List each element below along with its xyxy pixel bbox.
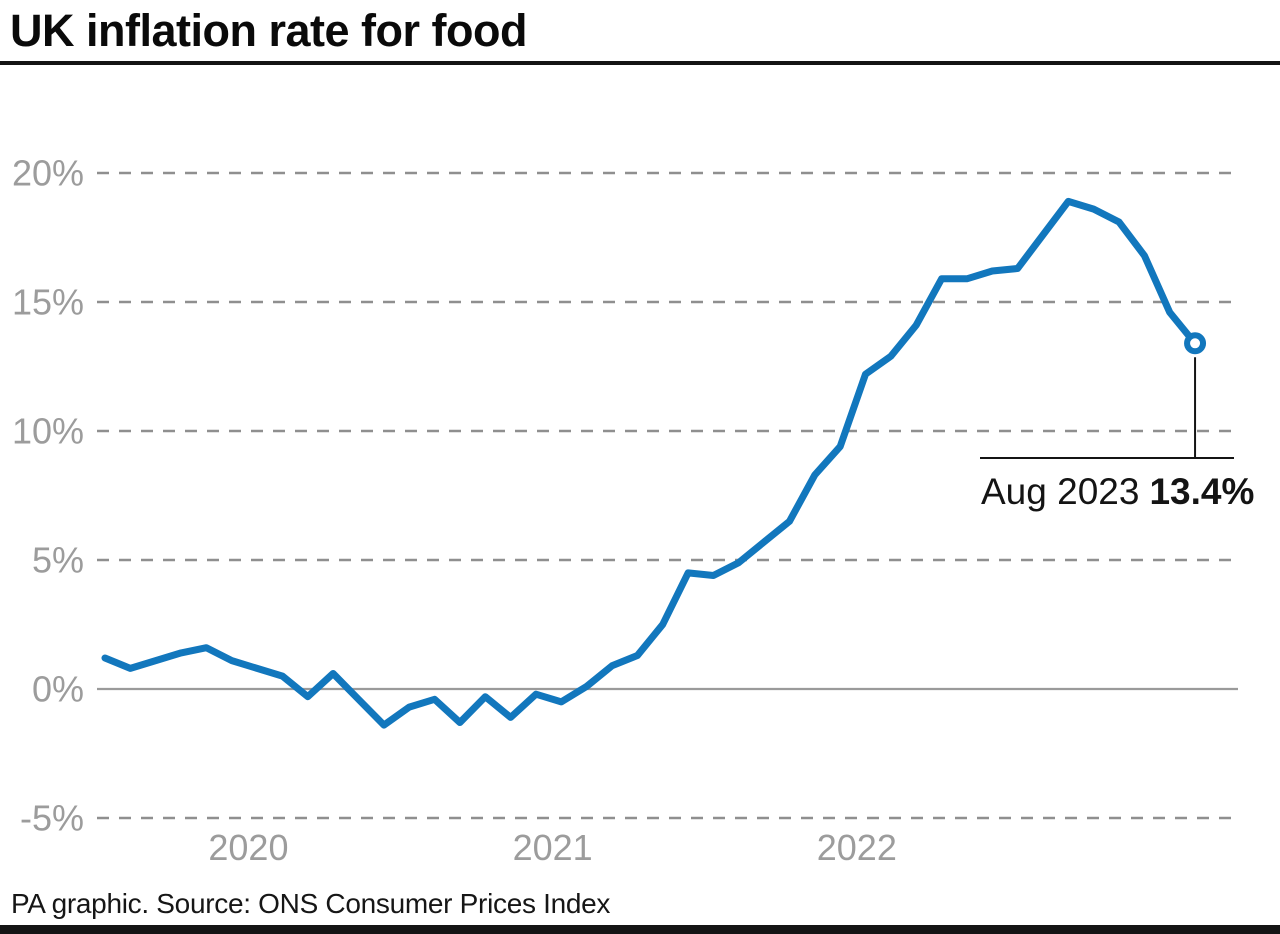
annotation-date: Aug 2023 — [981, 471, 1139, 512]
title-rule — [0, 61, 1280, 65]
bottom-bar — [0, 925, 1280, 934]
annotation-label: Aug 2023 13.4% — [981, 471, 1254, 512]
source-credit: PA graphic. Source: ONS Consumer Prices … — [11, 888, 611, 919]
annotation-group: Aug 2023 13.4% — [980, 357, 1254, 512]
x-axis-labels: 2020 2021 2022 — [208, 827, 896, 868]
x-axis-label-2021: 2021 — [513, 827, 593, 868]
gridlines — [97, 171, 1238, 820]
y-axis-label--5%: -5% — [20, 798, 84, 839]
x-axis-label-2020: 2020 — [208, 827, 288, 868]
y-axis-label-5%: 5% — [32, 540, 84, 581]
y-axis-label-20%: 20% — [12, 153, 84, 194]
data-series — [101, 197, 1207, 729]
annotation-value: 13.4% — [1149, 471, 1254, 512]
x-axis-label-2022: 2022 — [817, 827, 897, 868]
y-axis-label-15%: 15% — [12, 282, 84, 323]
y-axis-label-10%: 10% — [12, 411, 84, 452]
y-axis-labels: 20% 15% 10% 5% 0% -5% — [12, 153, 84, 839]
y-axis-label-0%: 0% — [32, 669, 84, 710]
endpoint-marker — [1184, 332, 1207, 355]
series-line-food-inflation — [101, 197, 1199, 729]
page-title: UK inflation rate for food — [10, 5, 527, 56]
